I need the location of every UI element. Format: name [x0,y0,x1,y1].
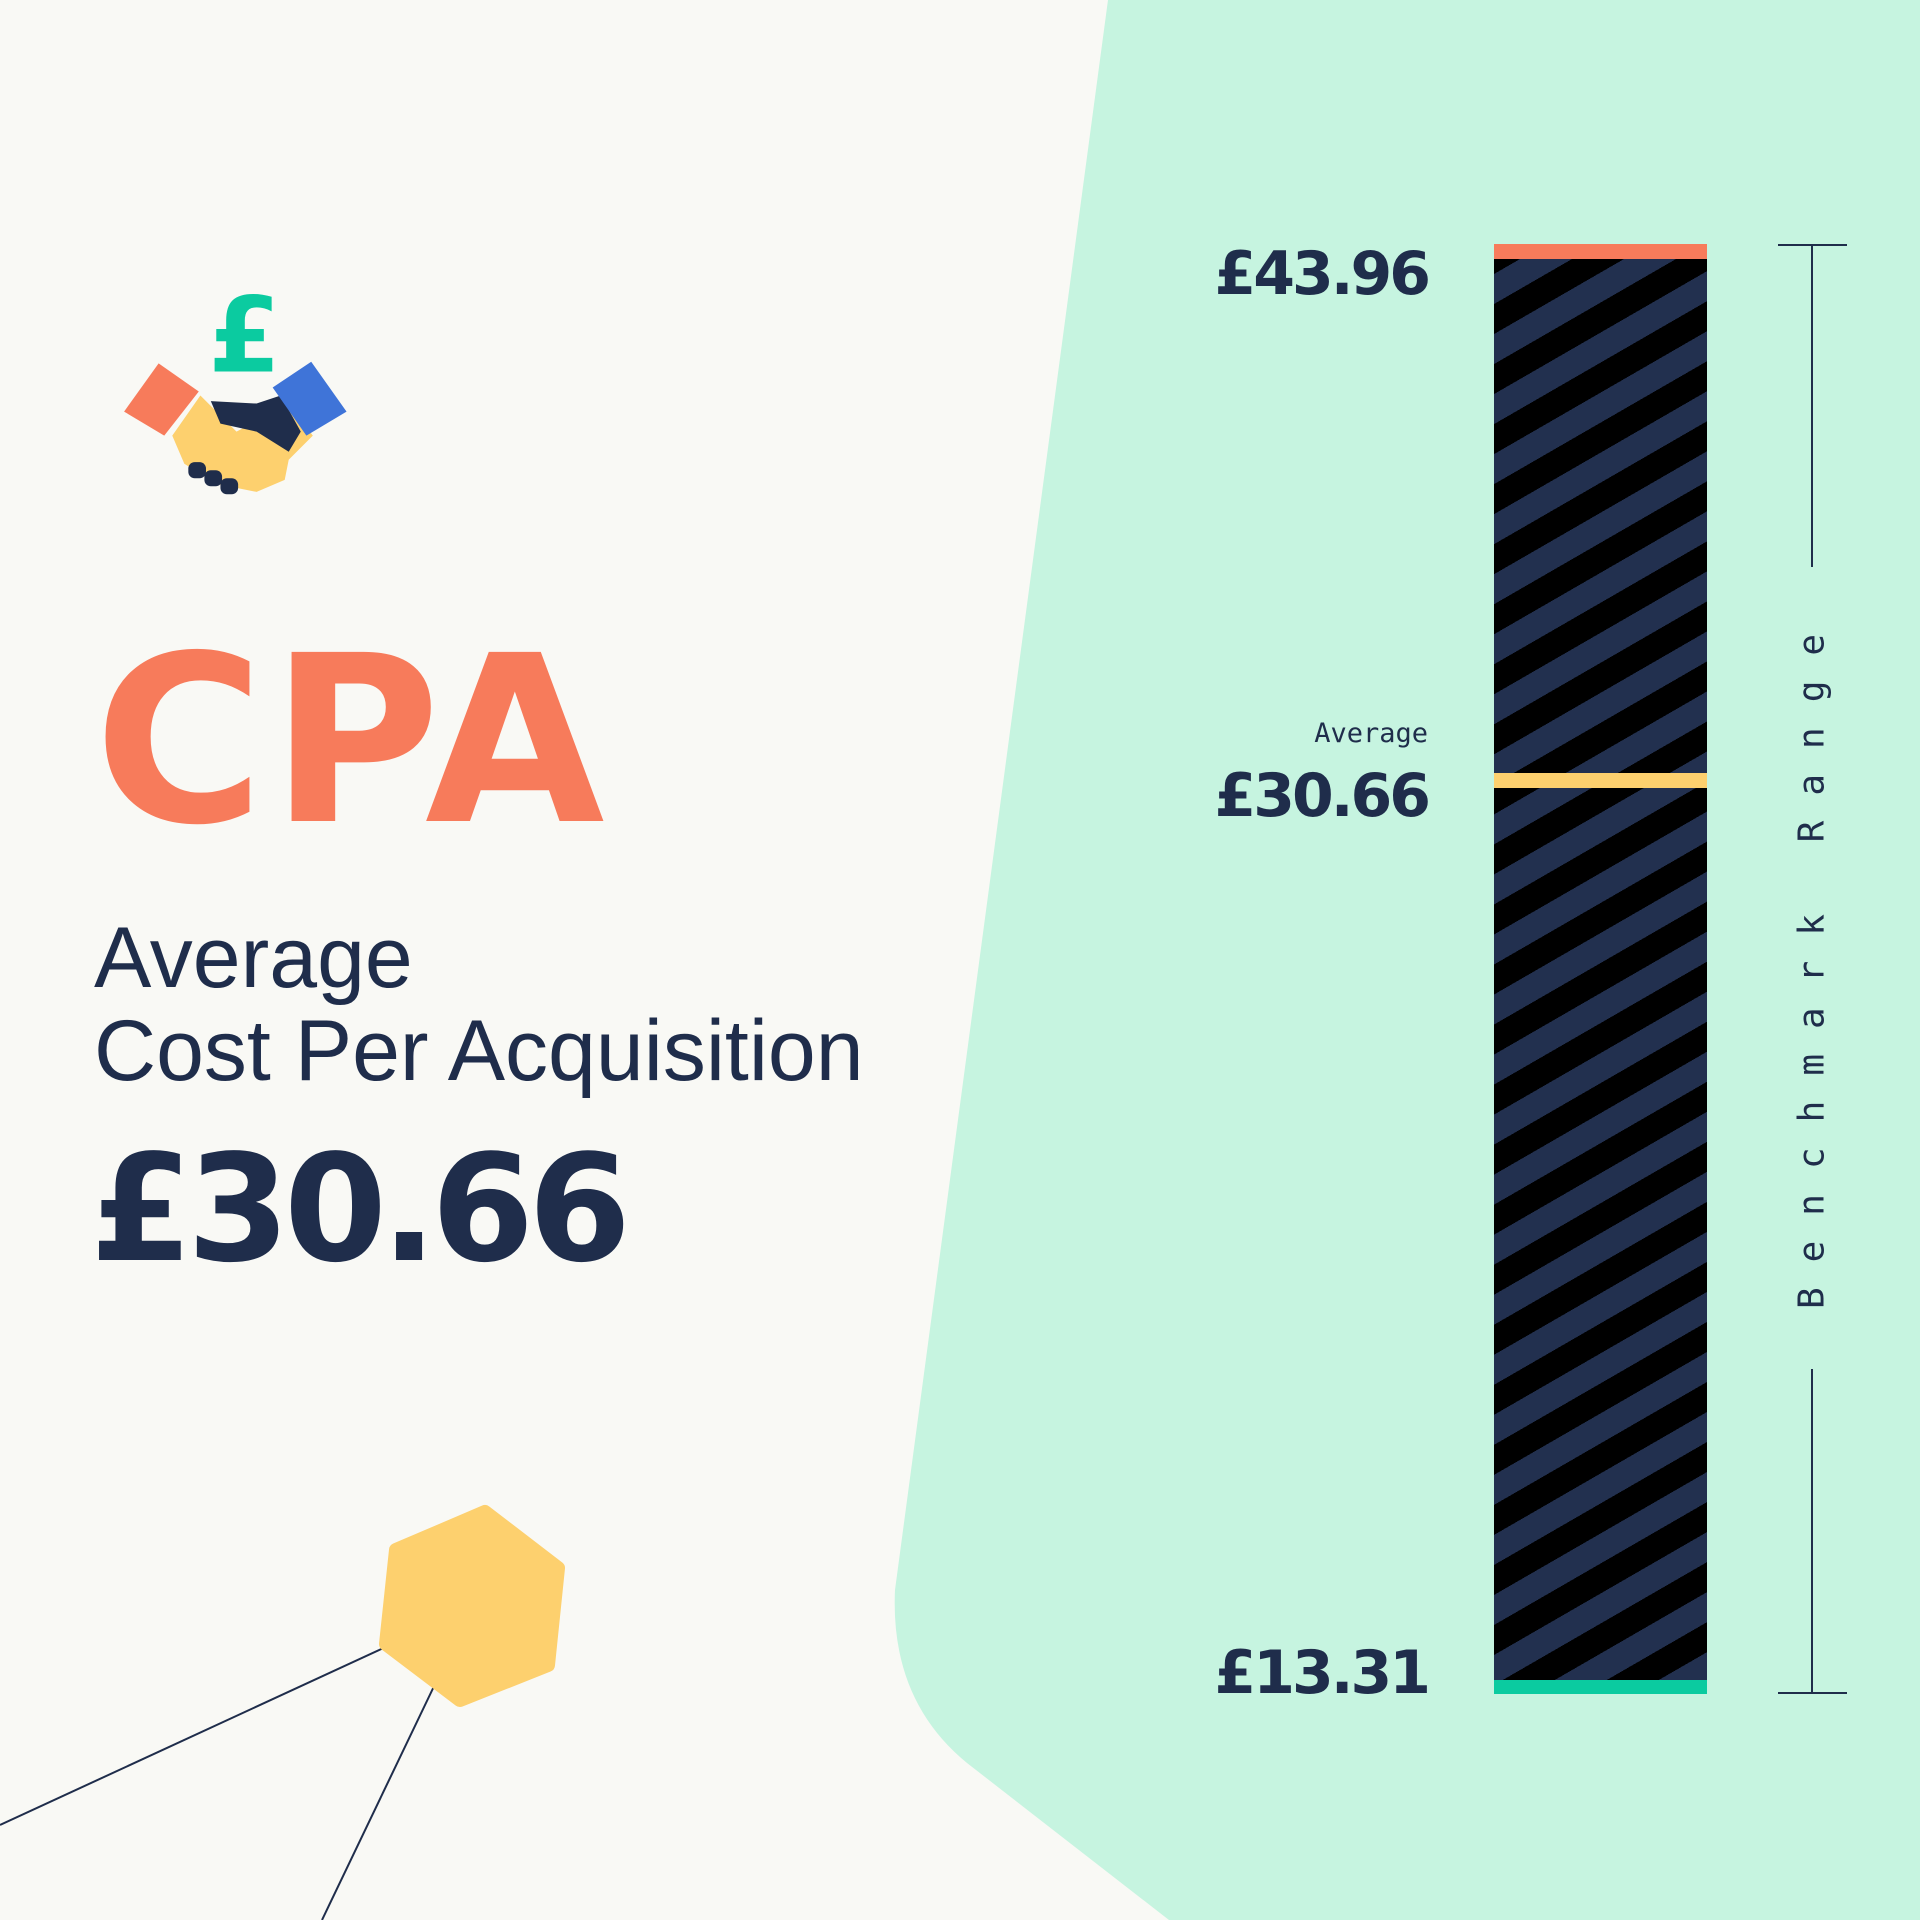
headline-value: £30.66 [90,1123,631,1295]
bracket-bottom-tick [1778,1692,1847,1694]
max-label: £43.96 [1214,239,1431,309]
subtitle: Average Cost Per Acquisition [94,912,864,1098]
range-bar [1494,244,1707,1694]
bracket-label: Benchmark Range [1791,608,1833,1310]
svg-text:£: £ [208,274,281,396]
subtitle-line-2: Cost Per Acquisition [94,1003,864,1099]
bracket-line-bottom [1811,1369,1813,1694]
average-label: £30.66 [1214,761,1431,831]
connector-line [0,1644,391,1826]
min-label: £13.31 [1214,1638,1431,1708]
hexagon-shape [379,1505,565,1707]
connector-line [321,1679,438,1920]
max-band [1494,244,1707,259]
average-caption: Average [1314,718,1428,749]
bracket-line-top [1811,244,1813,567]
page-title: CPA [94,606,611,876]
min-band [1494,1680,1707,1694]
subtitle-line-1: Average [94,910,413,1006]
handshake-pound-icon: £ [124,274,347,495]
average-band [1494,773,1707,788]
